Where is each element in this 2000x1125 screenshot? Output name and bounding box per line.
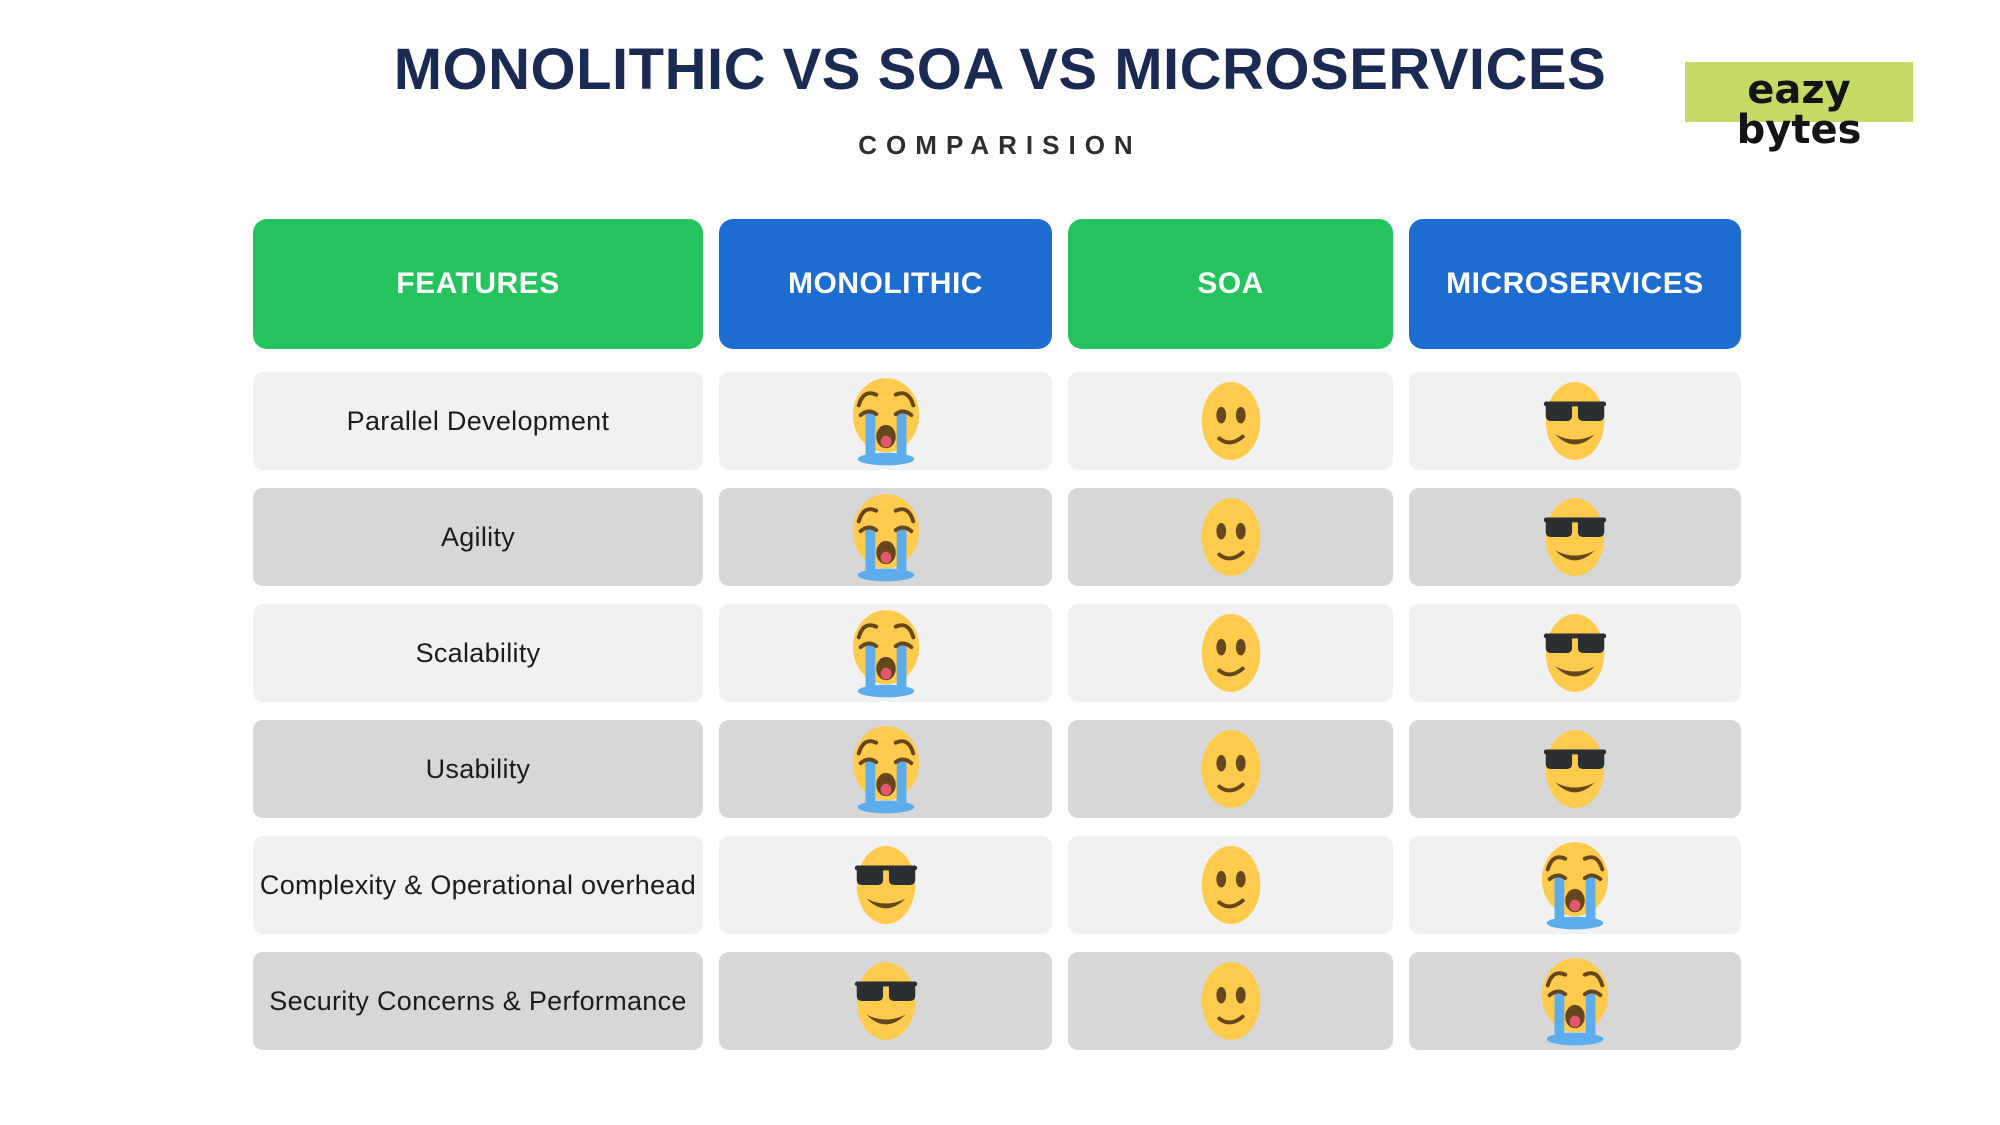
sunglasses-face-emoji: [854, 962, 917, 1040]
confused-face-emoji: [1199, 612, 1262, 694]
feature-label: Scalability: [415, 637, 541, 668]
comparison-table: FEATURES MONOLITHIC SOA MICROSERVICES Pa…: [253, 219, 1741, 1050]
microservices-rating-cell: [1409, 836, 1741, 934]
column-header-features: FEATURES: [253, 219, 703, 349]
logo-line1: eazy: [1747, 67, 1851, 113]
microservices-rating-cell: [1409, 604, 1741, 702]
confused-face-emoji: [1199, 496, 1262, 578]
feature-cell: Usability: [253, 720, 703, 818]
page-title: MONOLITHIC VS SOA VS MICROSERVICES: [393, 37, 1607, 102]
monolithic-rating-cell: [719, 604, 1052, 702]
confused-face-emoji: [1199, 728, 1262, 810]
feature-label: Parallel Development: [346, 405, 610, 436]
confused-face-emoji: [1199, 960, 1262, 1042]
soa-rating-cell: [1068, 372, 1393, 470]
confused-face-emoji: [1199, 380, 1262, 462]
column-header-soa: SOA: [1068, 219, 1393, 349]
feature-label: Security Concerns & Performance: [269, 985, 687, 1016]
monolithic-rating-cell: [719, 720, 1052, 818]
soa-rating-cell: [1068, 836, 1393, 934]
monolithic-rating-cell: [719, 952, 1052, 1050]
monolithic-rating-cell: [719, 488, 1052, 586]
sunglasses-face-emoji: [1543, 614, 1607, 692]
eazy-bytes-logo: eazy bytes: [1685, 62, 1913, 150]
sunglasses-face-emoji: [1543, 382, 1607, 460]
sunglasses-face-emoji: [1543, 730, 1607, 808]
confused-face-emoji: [1199, 844, 1262, 926]
column-header-microservices: MICROSERVICES: [1409, 219, 1741, 349]
feature-cell: Complexity & Operational overhead: [253, 836, 703, 934]
microservices-rating-cell: [1409, 488, 1741, 586]
crying-face-emoji: [850, 724, 921, 814]
column-header-monolithic: MONOLITHIC: [719, 219, 1052, 349]
feature-cell: Parallel Development: [253, 372, 703, 470]
feature-label: Usability: [425, 753, 531, 784]
soa-rating-cell: [1068, 952, 1393, 1050]
feature-cell: Agility: [253, 488, 703, 586]
monolithic-rating-cell: [719, 372, 1052, 470]
monolithic-rating-cell: [719, 836, 1052, 934]
logo-text: eazy bytes: [1685, 70, 1913, 150]
microservices-rating-cell: [1409, 720, 1741, 818]
soa-rating-cell: [1068, 720, 1393, 818]
logo-line2: bytes: [1736, 107, 1862, 153]
sunglasses-face-emoji: [854, 846, 917, 924]
feature-cell: Security Concerns & Performance: [253, 952, 703, 1050]
crying-face-emoji: [850, 608, 921, 698]
crying-face-emoji: [1539, 956, 1611, 1046]
feature-label: Complexity & Operational overhead: [259, 869, 697, 900]
sunglasses-face-emoji: [1543, 498, 1607, 576]
logo-background: [1685, 62, 1913, 122]
crying-face-emoji: [850, 376, 921, 466]
crying-face-emoji: [1539, 840, 1611, 930]
microservices-rating-cell: [1409, 952, 1741, 1050]
soa-rating-cell: [1068, 604, 1393, 702]
feature-cell: Scalability: [253, 604, 703, 702]
page-subtitle: COMPARISION: [858, 130, 1142, 160]
microservices-rating-cell: [1409, 372, 1741, 470]
soa-rating-cell: [1068, 488, 1393, 586]
crying-face-emoji: [850, 492, 921, 582]
feature-label: Agility: [440, 521, 516, 552]
